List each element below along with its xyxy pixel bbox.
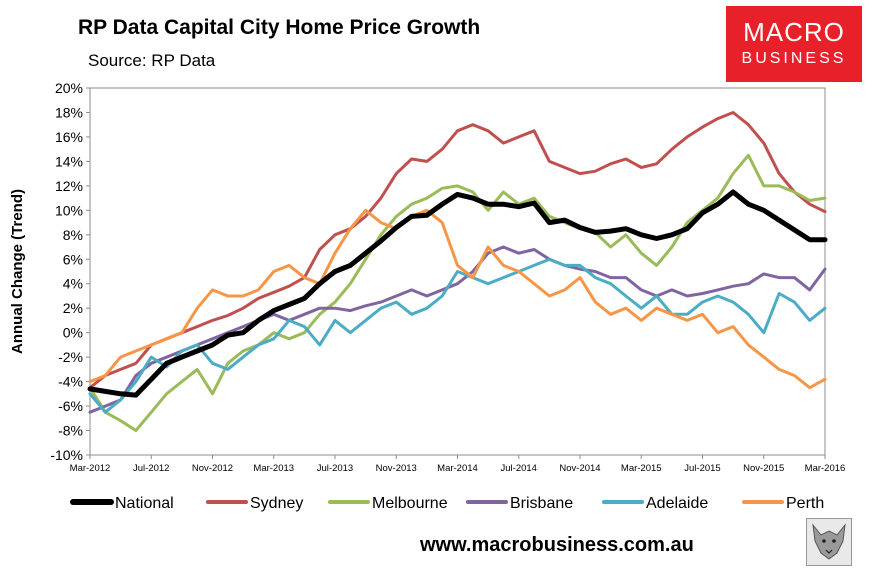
series-line-perth [88, 208, 827, 390]
x-tick-label: Nov-2014 [559, 463, 600, 474]
y-tick-label: 18% [55, 104, 83, 120]
x-tick-label: Nov-2015 [743, 463, 784, 474]
x-tick-label: Mar-2015 [621, 463, 662, 474]
chart-axes: -10% -8% -6% -4% -2% 0% 2% 4% 6% 8% 10% 12% 14% 16% 18… [9, 80, 845, 474]
logo-line2: BUSINESS [741, 50, 847, 67]
x-tick-label: Nov-2012 [192, 463, 233, 474]
legend-label-sydney: Sydney [250, 495, 303, 512]
y-tick-label: -10% [50, 447, 83, 463]
y-tick-label: 8% [63, 227, 83, 243]
wolf-logo-icon [806, 518, 852, 566]
y-tick-label: 2% [63, 300, 83, 316]
x-tick-label: Mar-2016 [805, 463, 846, 474]
site-url: www.macrobusiness.com.au [420, 534, 694, 556]
legend-label-perth: Perth [786, 495, 824, 512]
series-line-brisbane [88, 245, 827, 414]
y-tick-label: 4% [63, 276, 83, 292]
y-tick-label: 0% [63, 325, 83, 341]
x-tick-label: Jul-2014 [501, 463, 537, 474]
y-tick-label: 14% [55, 153, 83, 169]
y-tick-label: -6% [58, 398, 83, 414]
macrobusiness-logo: MACRO BUSINESS [726, 6, 862, 82]
x-tick-label: Jul-2015 [684, 463, 720, 474]
legend-label-melbourne: Melbourne [372, 495, 448, 512]
y-axis-label: Annual Change (Trend) [9, 189, 26, 354]
legend-label-national: National [115, 495, 174, 512]
y-tick-label: 12% [55, 178, 83, 194]
x-tick-label: Jul-2012 [133, 463, 169, 474]
y-tick-label: 10% [55, 202, 83, 218]
chart-series-lines [87, 111, 828, 432]
y-tick-label: 20% [55, 80, 83, 96]
series-line-adelaide [88, 257, 827, 414]
y-tick-label: 6% [63, 251, 83, 267]
y-tick-label: 16% [55, 129, 83, 145]
y-tick-label: -2% [58, 349, 83, 365]
series-line-sydney [88, 111, 827, 390]
y-tick-label: -8% [58, 423, 83, 439]
legend-label-adelaide: Adelaide [646, 495, 708, 512]
chart-legend: National Sydney Melbourne Brisbane Adelaide P… [70, 495, 824, 512]
chart-title: RP Data Capital City Home Price Growth [78, 16, 481, 39]
x-tick-label: Jul-2013 [317, 463, 353, 474]
logo-line1: MACRO [743, 17, 845, 47]
series-line-national [87, 189, 828, 398]
x-tick-label: Mar-2012 [70, 463, 111, 474]
x-tick-label: Mar-2014 [437, 463, 478, 474]
x-tick-label: Mar-2013 [253, 463, 294, 474]
legend-label-brisbane: Brisbane [510, 495, 573, 512]
chart-subtitle: Source: RP Data [88, 51, 216, 70]
x-tick-label: Nov-2013 [376, 463, 417, 474]
y-tick-label: -4% [58, 374, 83, 390]
